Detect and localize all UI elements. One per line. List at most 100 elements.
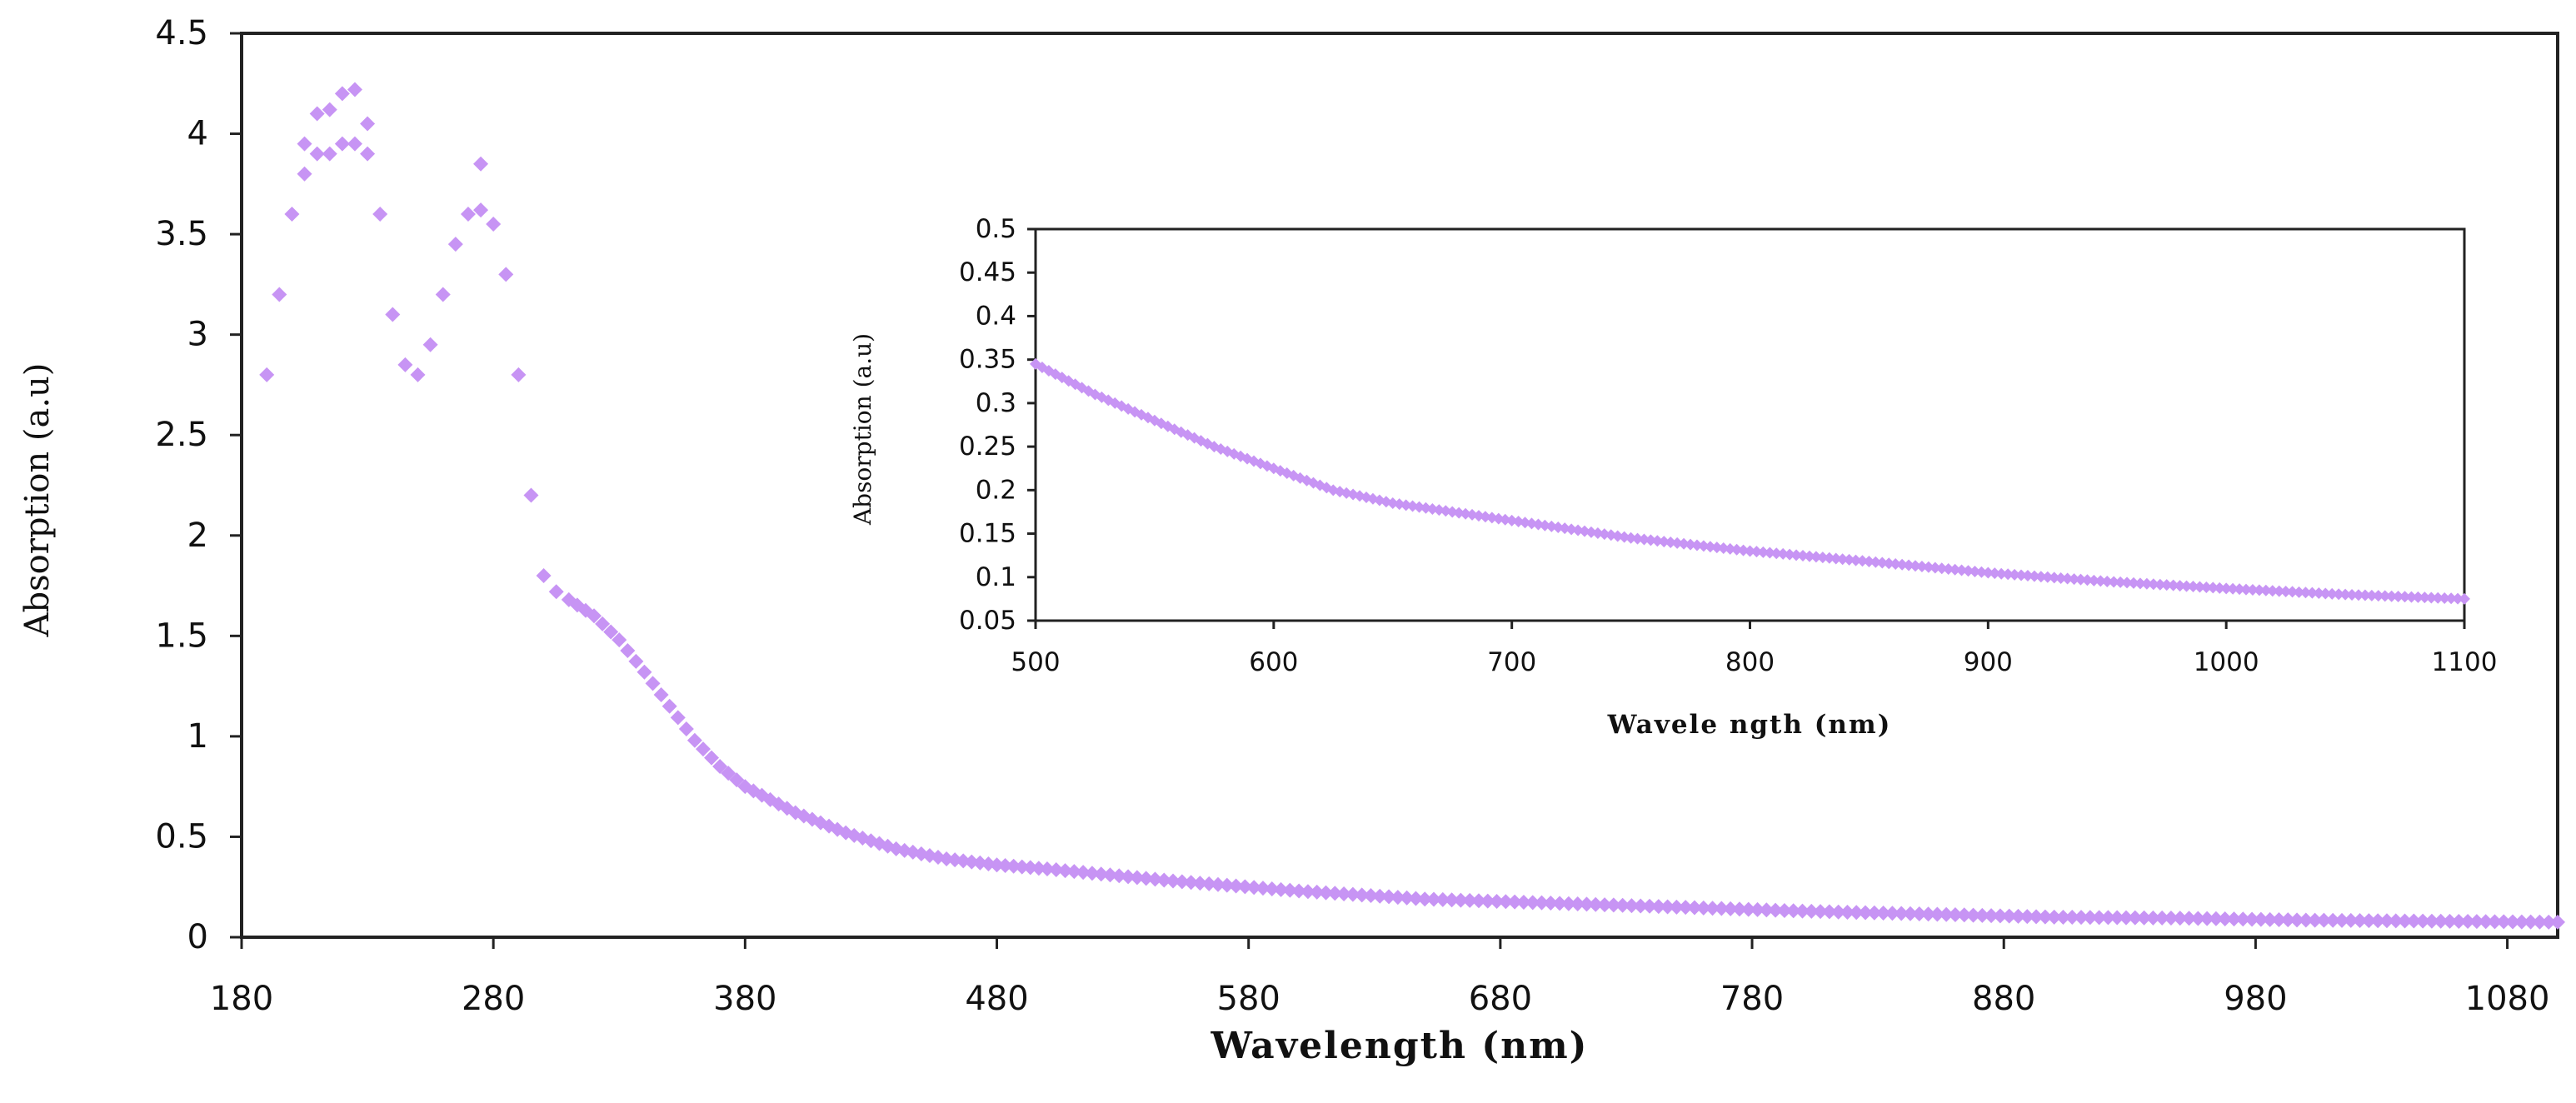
data-point: [2128, 576, 2140, 589]
data-point: [1588, 896, 1604, 912]
data-point: [1138, 871, 1154, 886]
data-point: [2163, 911, 2179, 926]
data-point: [1228, 878, 1244, 894]
data-point: [2181, 911, 2197, 926]
data-point: [1723, 901, 1739, 916]
data-point: [1111, 868, 1127, 884]
data-point: [2082, 910, 2098, 926]
main-x-axis-title: Wavelength (nm): [1211, 1025, 1589, 1067]
data-point: [1785, 903, 1801, 919]
data-point: [2316, 912, 2332, 928]
data-point: [1890, 557, 1902, 570]
y-tick-label: 0.4: [976, 301, 1016, 331]
data-point: [1183, 875, 1199, 891]
x-tick-label: 180: [210, 980, 273, 1018]
data-point: [2037, 909, 2053, 925]
data-point: [1255, 881, 1271, 896]
data-point: [721, 766, 736, 781]
data-point: [2028, 570, 2040, 582]
data-point: [2187, 581, 2199, 593]
data-point: [2108, 576, 2120, 588]
data-point: [1426, 891, 1442, 907]
data-point: [2046, 909, 2062, 925]
data-point: [1797, 550, 1810, 562]
data-point: [334, 86, 350, 102]
data-point: [2459, 592, 2470, 605]
data-point: [2100, 910, 2116, 926]
data-point: [2074, 573, 2087, 586]
data-point: [1147, 871, 1163, 887]
data-point: [1264, 881, 1280, 896]
data-point: [1896, 558, 1909, 571]
y-tick-label: 0.5: [976, 214, 1016, 244]
data-point: [1102, 867, 1118, 883]
data-point: [1686, 900, 1702, 916]
data-point: [896, 842, 912, 858]
data-point: [2442, 913, 2458, 929]
data-point: [1390, 890, 1405, 906]
data-point: [511, 367, 527, 382]
data-point: [2266, 585, 2279, 597]
data-point: [2432, 591, 2444, 604]
data-point: [2214, 581, 2226, 594]
data-point: [1345, 886, 1360, 902]
data-point: [1066, 864, 1082, 880]
y-tick-label: 2: [187, 517, 208, 555]
data-point: [372, 207, 388, 222]
data-point: [1947, 907, 1963, 923]
data-point: [1354, 887, 1370, 903]
inset-y-axis-ticks: 0.05 0.1 0.15 0.2 0.25 0.3 0.35 0.4 0.45 0.5: [959, 214, 1036, 636]
data-point: [2365, 589, 2378, 601]
data-point: [1730, 543, 1743, 556]
data-point: [1507, 894, 1523, 910]
data-point: [2019, 909, 2035, 925]
data-point: [2239, 583, 2252, 596]
data-point: [1803, 550, 1815, 562]
data-point: [612, 632, 627, 648]
data-point: [2041, 571, 2054, 583]
data-point: [1515, 894, 1531, 910]
data-point: [2326, 587, 2339, 600]
x-tick-label: 900: [1964, 647, 2013, 677]
data-point: [1830, 552, 1842, 565]
data-point: [2226, 911, 2242, 927]
data-point: [1570, 896, 1585, 912]
data-point: [2009, 568, 2021, 581]
data-point: [1740, 901, 1756, 917]
data-point: [2034, 571, 2047, 583]
data-point: [2392, 590, 2404, 602]
data-point: [2147, 578, 2159, 591]
data-point: [695, 741, 711, 757]
x-tick-label: 1000: [2194, 647, 2259, 677]
data-point: [905, 844, 921, 860]
y-tick-label: 4: [187, 115, 208, 153]
data-point: [2271, 911, 2287, 927]
data-point: [1219, 877, 1235, 893]
y-tick-label: 3.5: [155, 215, 208, 253]
data-point: [297, 166, 312, 182]
data-point: [1866, 905, 1882, 921]
data-point: [2359, 589, 2371, 601]
data-point: [2054, 571, 2067, 584]
data-point: [1155, 417, 1167, 430]
data-point: [1849, 905, 1865, 921]
y-tick-label: 0.2: [976, 475, 1016, 505]
data-point: [1757, 546, 1770, 558]
y-tick-label: 0.35: [959, 345, 1016, 375]
data-point: [2550, 914, 2565, 930]
x-tick-label: 880: [1972, 980, 2035, 1018]
data-point: [322, 102, 337, 117]
data-point: [1645, 534, 1657, 547]
data-point: [2385, 590, 2398, 602]
data-point: [989, 857, 1005, 873]
data-point: [2487, 914, 2503, 930]
data-point: [2280, 912, 2296, 928]
data-point: [1444, 892, 1460, 908]
data-point: [2074, 910, 2089, 926]
data-point: [259, 367, 275, 382]
data-point: [1949, 563, 1961, 576]
data-point: [2055, 909, 2071, 925]
data-point: [1784, 548, 1796, 561]
data-point: [1399, 890, 1415, 906]
data-point: [1724, 542, 1736, 555]
